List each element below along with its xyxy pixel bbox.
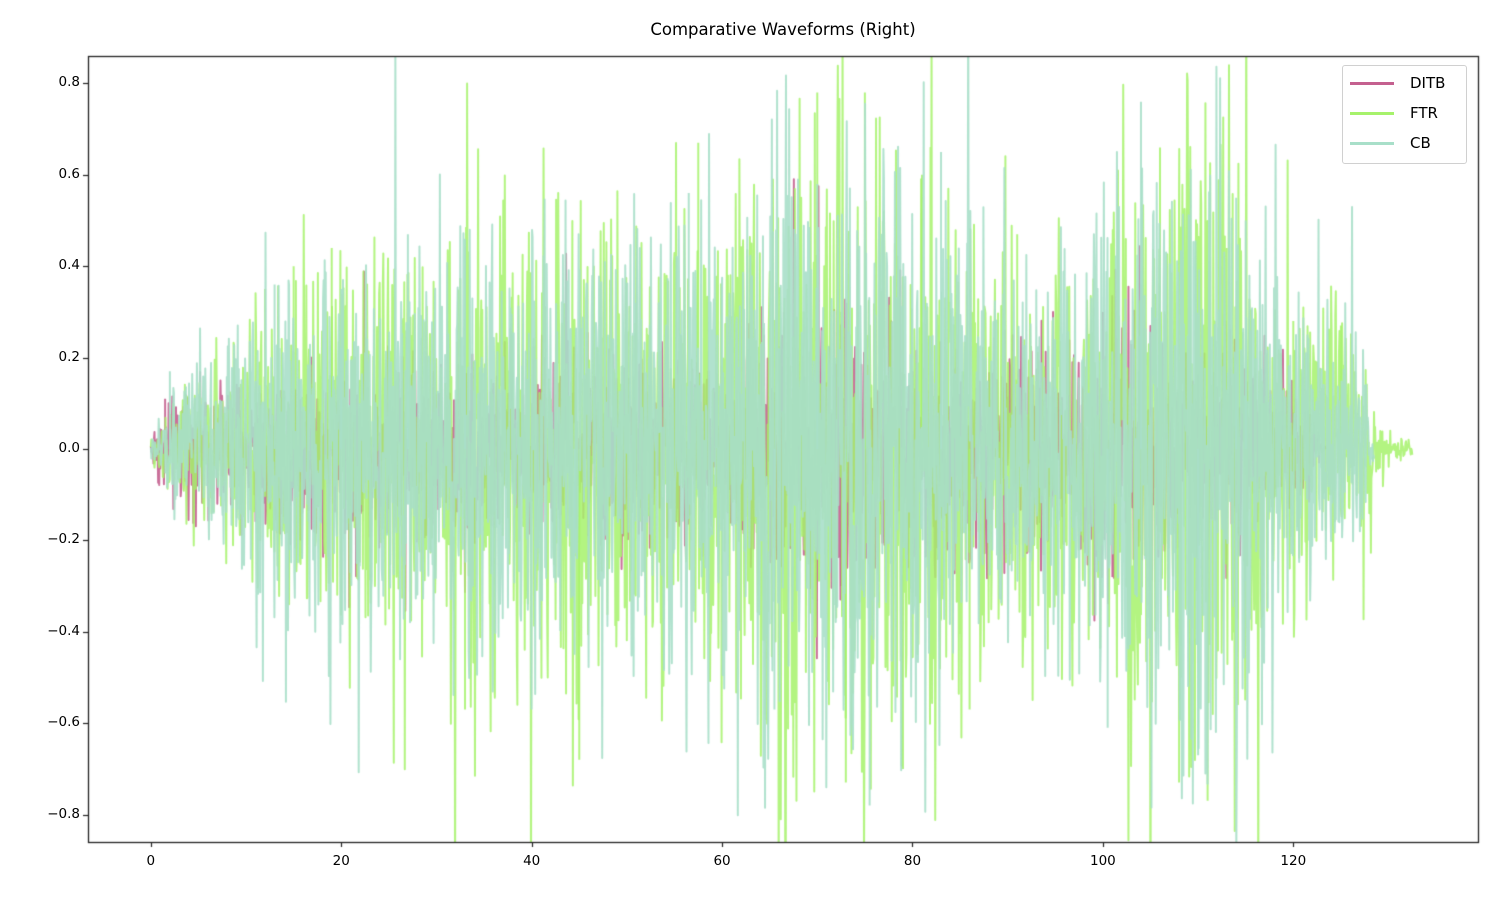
x-tick-label: 40 — [523, 853, 541, 869]
legend-item-ftr: FTR — [1343, 99, 1466, 129]
y-tick-label: 0.0 — [58, 440, 80, 456]
chart-title: Comparative Waveforms (Right) — [650, 20, 916, 39]
y-tick-label: 0.6 — [58, 165, 80, 182]
legend: DITB FTR CB — [1342, 65, 1467, 164]
y-tick-label: −0.4 — [47, 622, 80, 639]
legend-item-ditb: DITB — [1343, 69, 1466, 99]
y-tick-label: −0.2 — [47, 531, 80, 548]
y-tick-label: −0.6 — [47, 714, 80, 731]
legend-swatch-ftr — [1350, 112, 1394, 115]
x-tick-label: 80 — [903, 853, 922, 869]
legend-item-cb: CB — [1343, 129, 1466, 159]
legend-label: CB — [1410, 134, 1431, 152]
legend-label: DITB — [1410, 74, 1446, 92]
x-tick-label: 100 — [1089, 853, 1116, 869]
legend-swatch-ditb — [1350, 82, 1394, 85]
legend-label: FTR — [1410, 104, 1438, 122]
y-tick-label: 0.2 — [58, 348, 80, 365]
legend-swatch-cb — [1350, 142, 1394, 145]
x-tick-label: 20 — [332, 853, 350, 869]
y-tick-label: −0.8 — [47, 805, 80, 822]
x-tick-label: 0 — [146, 853, 156, 869]
x-tick-label: 120 — [1280, 853, 1307, 869]
x-tick-label: 60 — [713, 853, 731, 869]
y-tick-label: 0.8 — [58, 74, 80, 91]
y-tick-label: 0.4 — [58, 257, 80, 274]
